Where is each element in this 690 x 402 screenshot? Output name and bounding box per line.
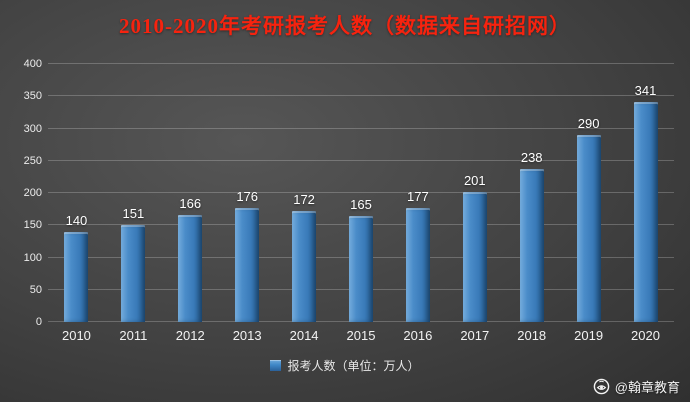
bar-value-label: 201 — [463, 173, 486, 189]
gridline — [48, 95, 674, 97]
y-axis-tick-label: 250 — [23, 154, 42, 167]
bar-column: 166 — [162, 64, 219, 322]
bar-value-label: 290 — [577, 115, 600, 131]
gridline — [48, 192, 674, 193]
bar-column: 140 — [48, 64, 105, 322]
legend: 报考人数（单位：万人） — [0, 357, 690, 374]
x-axis-tick-label: 2019 — [574, 328, 604, 343]
chart-title: 2010-2020年考研报考人数（数据来自研招网） — [119, 14, 571, 38]
bar — [405, 207, 430, 322]
y-axis-tick-label: 300 — [23, 122, 42, 135]
bar-value-label: 166 — [179, 195, 202, 211]
legend-marker-icon — [270, 360, 282, 371]
bar — [348, 215, 373, 322]
bar-value-label: 176 — [236, 189, 259, 205]
bar-value-label: 165 — [350, 196, 372, 212]
bar-column: 238 — [503, 64, 560, 322]
bar — [576, 134, 601, 322]
x-axis-tick-label: 2013 — [232, 328, 262, 343]
x-axis-tick-label: 2015 — [346, 328, 376, 343]
y-axis-tick-label: 100 — [23, 251, 42, 264]
bar-column: 176 — [219, 64, 276, 322]
bar-value-label: 172 — [293, 192, 315, 208]
bar-value-label: 151 — [122, 205, 145, 221]
x-axis-tick-label: 2012 — [175, 328, 205, 343]
x-axis-tick-label: 2014 — [289, 328, 319, 343]
bar-value-label: 341 — [634, 83, 657, 99]
bar — [64, 231, 89, 322]
bar — [462, 192, 487, 322]
y-axis-tick-label: 150 — [23, 219, 42, 232]
x-axis-tick-label: 2010 — [61, 328, 91, 343]
weibo-icon — [593, 378, 610, 395]
gridline — [48, 159, 674, 161]
y-axis-tick-label: 50 — [29, 283, 42, 296]
bar — [235, 208, 260, 322]
bar — [633, 102, 658, 322]
plot-area: 140 151 166 176 172 165 177 201 238 290 341 0 50 100… — [24, 58, 674, 328]
bar — [292, 211, 317, 322]
bar-column: 151 — [105, 64, 162, 322]
watermark: @翰章教育 — [593, 377, 680, 396]
x-axis-tick-label: 2020 — [631, 328, 660, 343]
bar — [519, 168, 544, 322]
y-axis-tick-label: 350 — [23, 90, 42, 103]
x-axis-labels: 2010 2011 2012 2013 2014 2015 2016 2017 2018 2019… — [48, 328, 674, 343]
x-axis-tick-label: 2018 — [517, 328, 547, 343]
y-axis-tick-label: 0 — [35, 316, 42, 328]
y-axis-tick-label: 400 — [23, 58, 42, 70]
bar-column: 290 — [560, 64, 617, 322]
y-axis-tick-label: 200 — [23, 187, 42, 199]
gridline — [48, 127, 674, 129]
bar — [121, 224, 146, 322]
bar-column: 172 — [276, 64, 333, 322]
bar — [178, 214, 203, 322]
legend-label: 报考人数（单位：万人） — [287, 359, 420, 373]
bars: 140 151 166 176 172 165 177 201 238 290 341 — [48, 64, 674, 322]
bar-column: 177 — [389, 64, 446, 322]
x-axis-tick-label: 2016 — [403, 328, 433, 343]
bar-column: 341 — [617, 64, 674, 322]
watermark-text: @翰章教育 — [614, 380, 680, 395]
x-axis-tick-label: 2011 — [119, 328, 148, 343]
gridline — [48, 63, 674, 64]
x-axis-tick-label: 2017 — [460, 328, 490, 343]
bar-value-label: 140 — [65, 212, 88, 228]
bar-value-label: 177 — [407, 188, 429, 204]
bar-column: 165 — [333, 64, 390, 322]
bar-column: 201 — [446, 64, 503, 322]
bar-value-label: 238 — [520, 149, 543, 165]
